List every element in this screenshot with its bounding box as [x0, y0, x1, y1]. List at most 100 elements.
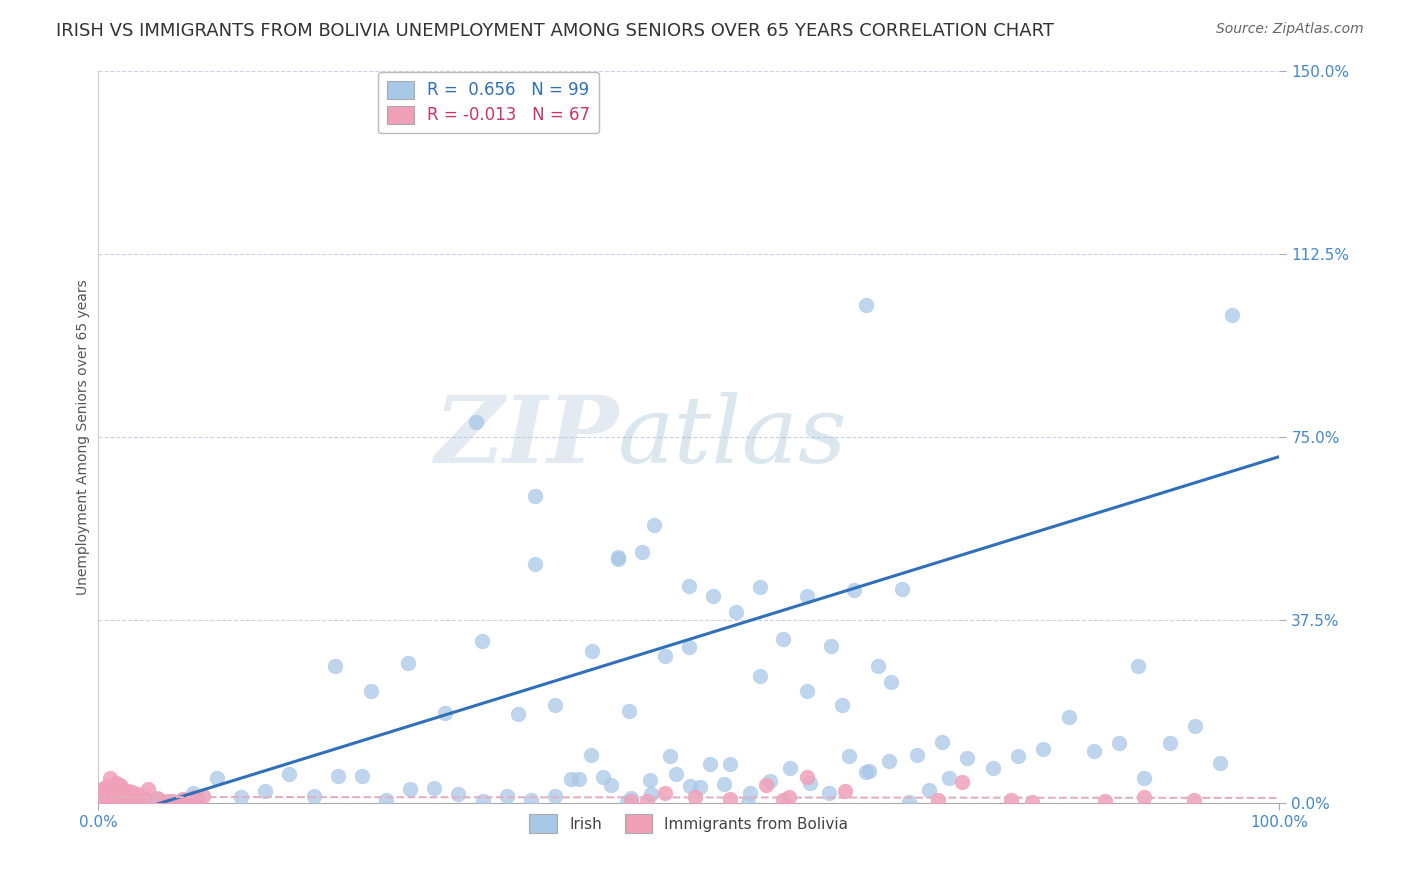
Point — [136, 781, 159, 796]
Point — [90, 781, 112, 796]
Point — [89, 786, 111, 800]
Point — [471, 794, 494, 808]
Point — [866, 659, 889, 673]
Point — [630, 544, 652, 558]
Point — [1184, 719, 1206, 733]
Point — [592, 770, 614, 784]
Point — [1057, 709, 1080, 723]
Point — [101, 794, 124, 808]
Point — [104, 796, 127, 810]
Point — [111, 796, 134, 810]
Point — [326, 769, 349, 783]
Point — [616, 795, 638, 809]
Point — [1133, 771, 1156, 785]
Point — [659, 748, 682, 763]
Point — [471, 634, 494, 648]
Point — [755, 778, 778, 792]
Point — [122, 793, 145, 807]
Point — [104, 794, 127, 808]
Point — [831, 698, 853, 713]
Point — [737, 796, 759, 810]
Point — [156, 794, 179, 808]
Point — [132, 791, 155, 805]
Point — [146, 791, 169, 805]
Point — [778, 790, 800, 805]
Point — [508, 706, 530, 721]
Point — [495, 789, 517, 803]
Point — [360, 683, 382, 698]
Point — [877, 754, 900, 768]
Y-axis label: Unemployment Among Seniors over 65 years: Unemployment Among Seniors over 65 years — [76, 279, 90, 595]
Point — [568, 772, 591, 787]
Point — [118, 787, 141, 801]
Point — [524, 489, 547, 503]
Point — [956, 750, 979, 764]
Point — [927, 793, 949, 807]
Point — [96, 790, 118, 805]
Point — [89, 793, 111, 807]
Point — [617, 704, 640, 718]
Point — [713, 777, 735, 791]
Point — [89, 793, 111, 807]
Point — [121, 785, 143, 799]
Point — [599, 777, 621, 791]
Point — [699, 756, 721, 771]
Point — [938, 772, 960, 786]
Point — [1126, 659, 1149, 673]
Point — [108, 778, 131, 792]
Point — [579, 747, 602, 762]
Point — [779, 761, 801, 775]
Point — [738, 786, 761, 800]
Point — [135, 796, 157, 810]
Point — [796, 770, 818, 784]
Point — [772, 793, 794, 807]
Point — [111, 781, 134, 796]
Point — [96, 786, 118, 800]
Point — [96, 779, 118, 793]
Point — [1182, 793, 1205, 807]
Point — [177, 794, 200, 808]
Point — [115, 795, 138, 809]
Point — [115, 787, 138, 801]
Point — [103, 796, 125, 810]
Point — [679, 779, 702, 793]
Point — [396, 656, 419, 670]
Point — [678, 640, 700, 654]
Point — [100, 794, 122, 808]
Point — [98, 772, 121, 786]
Point — [157, 796, 180, 810]
Point — [931, 735, 953, 749]
Point — [128, 792, 150, 806]
Point — [725, 605, 748, 619]
Point — [1000, 793, 1022, 807]
Point — [520, 793, 543, 807]
Point — [880, 674, 903, 689]
Point — [170, 794, 193, 808]
Point — [702, 589, 724, 603]
Point — [107, 793, 129, 807]
Point — [718, 791, 741, 805]
Point — [1220, 308, 1243, 322]
Text: Source: ZipAtlas.com: Source: ZipAtlas.com — [1216, 22, 1364, 37]
Point — [607, 549, 630, 564]
Point — [1108, 736, 1130, 750]
Point — [619, 791, 641, 805]
Point — [796, 589, 818, 603]
Point — [818, 787, 841, 801]
Point — [620, 793, 643, 807]
Text: IRISH VS IMMIGRANTS FROM BOLIVIA UNEMPLOYMENT AMONG SENIORS OVER 65 YEARS CORREL: IRISH VS IMMIGRANTS FROM BOLIVIA UNEMPLO… — [56, 22, 1054, 40]
Point — [758, 774, 780, 789]
Point — [683, 789, 706, 804]
Point — [89, 789, 111, 803]
Point — [1209, 756, 1232, 770]
Point — [183, 789, 205, 804]
Point — [772, 632, 794, 646]
Point — [981, 761, 1004, 775]
Point — [654, 786, 676, 800]
Point — [117, 792, 139, 806]
Point — [855, 764, 877, 779]
Point — [544, 698, 567, 712]
Point — [820, 639, 842, 653]
Point — [181, 786, 204, 800]
Point — [89, 793, 111, 807]
